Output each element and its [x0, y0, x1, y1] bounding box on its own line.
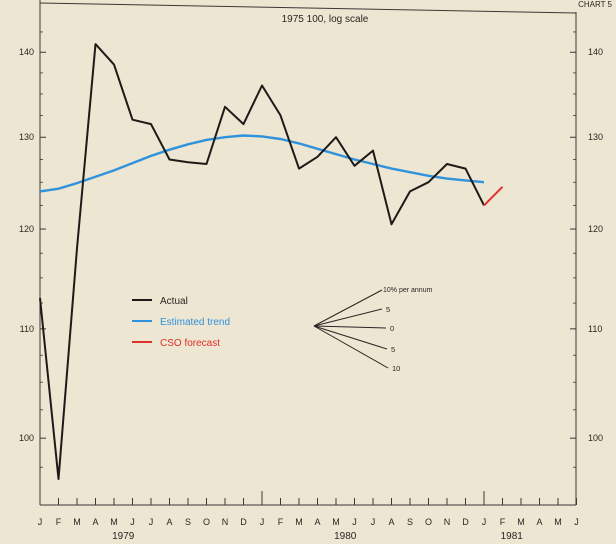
y-tick-label-right: 130 — [588, 132, 603, 142]
fan-ray — [313, 308, 383, 327]
fan-label: 10% per annum — [383, 287, 433, 294]
x-tick-label: A — [536, 517, 542, 527]
series-line-cso-forecast — [483, 186, 504, 207]
year-label: 1979 — [112, 531, 135, 542]
x-tick-label: M — [554, 517, 562, 527]
x-tick-label: D — [462, 517, 469, 527]
x-tick-label: O — [203, 517, 210, 527]
year-label: 1980 — [334, 531, 357, 542]
year-label: 1981 — [501, 531, 524, 542]
y-tick-label-left: 120 — [19, 224, 34, 234]
fan-ray — [313, 289, 383, 327]
fan-ray — [313, 325, 387, 329]
y-tick-label-left: 140 — [19, 47, 34, 57]
x-tick-label: F — [278, 517, 284, 527]
x-tick-label: S — [407, 517, 413, 527]
y-tick-label-right: 100 — [588, 433, 603, 443]
x-tick-label: J — [260, 517, 265, 527]
fan-label: 5 — [386, 305, 390, 314]
x-tick-label: O — [425, 517, 432, 527]
x-tick-label: J — [352, 517, 357, 527]
y-tick-label-right: 120 — [588, 224, 603, 234]
fan-label: 0 — [390, 324, 394, 333]
x-tick-label: J — [149, 517, 154, 527]
legend: Actual Estimated trend CSO forecast — [132, 296, 230, 349]
x-tick-label: M — [73, 517, 81, 527]
corner-label: CHART 5 — [578, 0, 612, 9]
legend-label: Estimated trend — [160, 317, 230, 328]
y-tick-label-left: 130 — [19, 132, 34, 142]
y-tick-label-right: 110 — [588, 324, 602, 334]
x-tick-label: N — [444, 517, 451, 527]
fan-ray — [313, 325, 389, 369]
x-tick-label: A — [314, 517, 320, 527]
series-line-actual — [39, 43, 485, 480]
y-tick-label-right: 140 — [588, 47, 603, 57]
x-tick-label: N — [222, 517, 229, 527]
x-tick-label: S — [185, 517, 191, 527]
x-tick-label: J — [38, 517, 43, 527]
x-tick-label: M — [110, 517, 118, 527]
growth-rate-fan: 10% per annum 5 0 5 10 — [313, 287, 433, 373]
x-tick-label: M — [295, 517, 303, 527]
x-tick-label: J — [371, 517, 376, 527]
y-tick-label-left: 100 — [19, 433, 34, 443]
x-tick-label: J — [574, 517, 579, 527]
series-layer — [39, 43, 504, 480]
y-tick-label-left: 110 — [20, 324, 34, 334]
x-tick-label: M — [332, 517, 340, 527]
x-tick-label: A — [92, 517, 98, 527]
plot-top-border — [39, 2, 577, 14]
fan-ray — [313, 325, 388, 350]
x-tick-label: A — [166, 517, 172, 527]
series-line-estimated-trend — [39, 134, 485, 193]
x-tick-label: M — [517, 517, 525, 527]
fan-label: 5 — [391, 345, 395, 354]
x-tick-label: J — [482, 517, 487, 527]
x-tick-label: A — [388, 517, 394, 527]
legend-label: Actual — [160, 296, 188, 307]
chart-title: 1975 100, log scale — [282, 14, 369, 25]
fan-label: 10 — [392, 364, 400, 373]
x-tick-label: F — [500, 517, 506, 527]
x-tick-label: J — [130, 517, 135, 527]
legend-label: CSO forecast — [160, 338, 220, 349]
x-tick-label: D — [240, 517, 247, 527]
x-tick-label: F — [56, 517, 62, 527]
